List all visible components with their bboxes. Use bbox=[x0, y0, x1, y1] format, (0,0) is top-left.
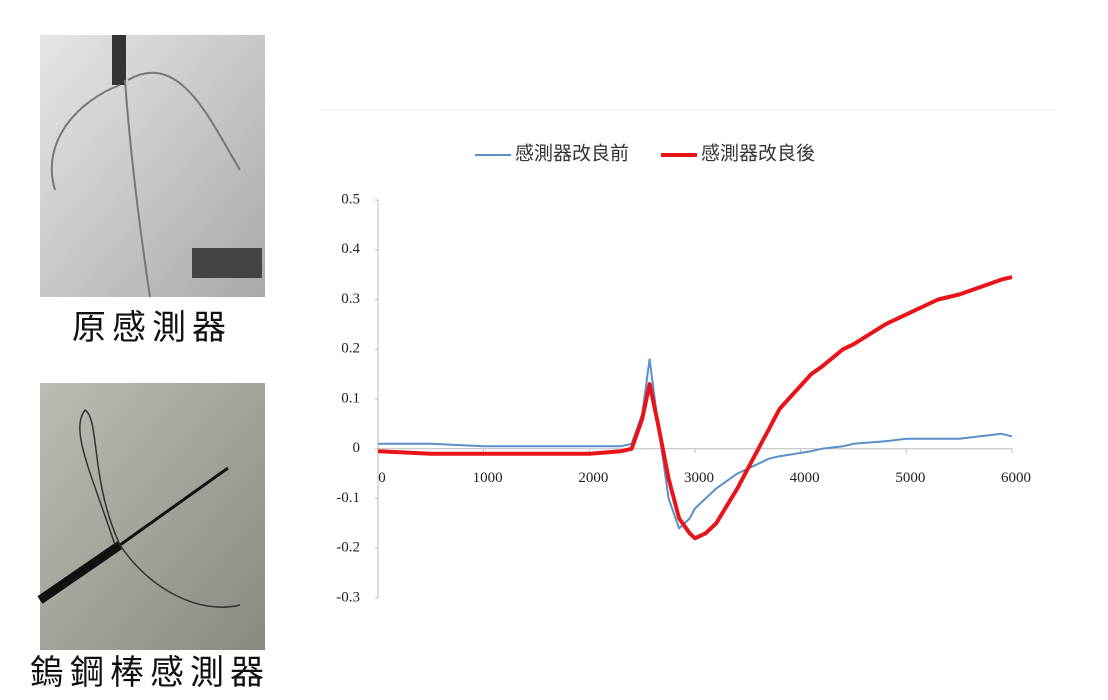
y-tick-label: -0.2 bbox=[336, 540, 360, 556]
x-tick-label: 0 bbox=[378, 470, 386, 486]
legend-label: 感測器改良前 bbox=[515, 142, 629, 164]
x-tick-label: 5000 bbox=[895, 470, 925, 486]
y-tick-label: 0.3 bbox=[341, 291, 360, 307]
y-tick-label: 0.4 bbox=[341, 241, 360, 257]
y-tick-label: -0.1 bbox=[336, 490, 360, 506]
data-line bbox=[377, 275, 1013, 541]
y-tick-label: -0.3 bbox=[336, 589, 360, 605]
y-tick-label: 0.1 bbox=[341, 390, 360, 406]
legend-label: 感測器改良後 bbox=[701, 142, 815, 164]
x-tick-label: 1000 bbox=[473, 470, 503, 486]
x-tick-label: 3000 bbox=[684, 470, 714, 486]
photo-caption: 原感測器 bbox=[72, 309, 232, 347]
y-tick-label: 0.5 bbox=[341, 191, 360, 207]
y-tick-label: 0 bbox=[353, 440, 361, 456]
x-tick-label: 4000 bbox=[790, 470, 820, 486]
y-tick-label: 0.2 bbox=[341, 341, 360, 357]
x-tick-label: 2000 bbox=[578, 470, 608, 486]
data-line bbox=[378, 358, 1013, 530]
photo-tungsten-sensor bbox=[37, 383, 265, 650]
photo-original-sensor bbox=[40, 35, 265, 298]
x-tick-label: 6000 bbox=[1001, 470, 1031, 486]
photo-caption: 鎢鋼棒感測器 bbox=[30, 654, 270, 692]
